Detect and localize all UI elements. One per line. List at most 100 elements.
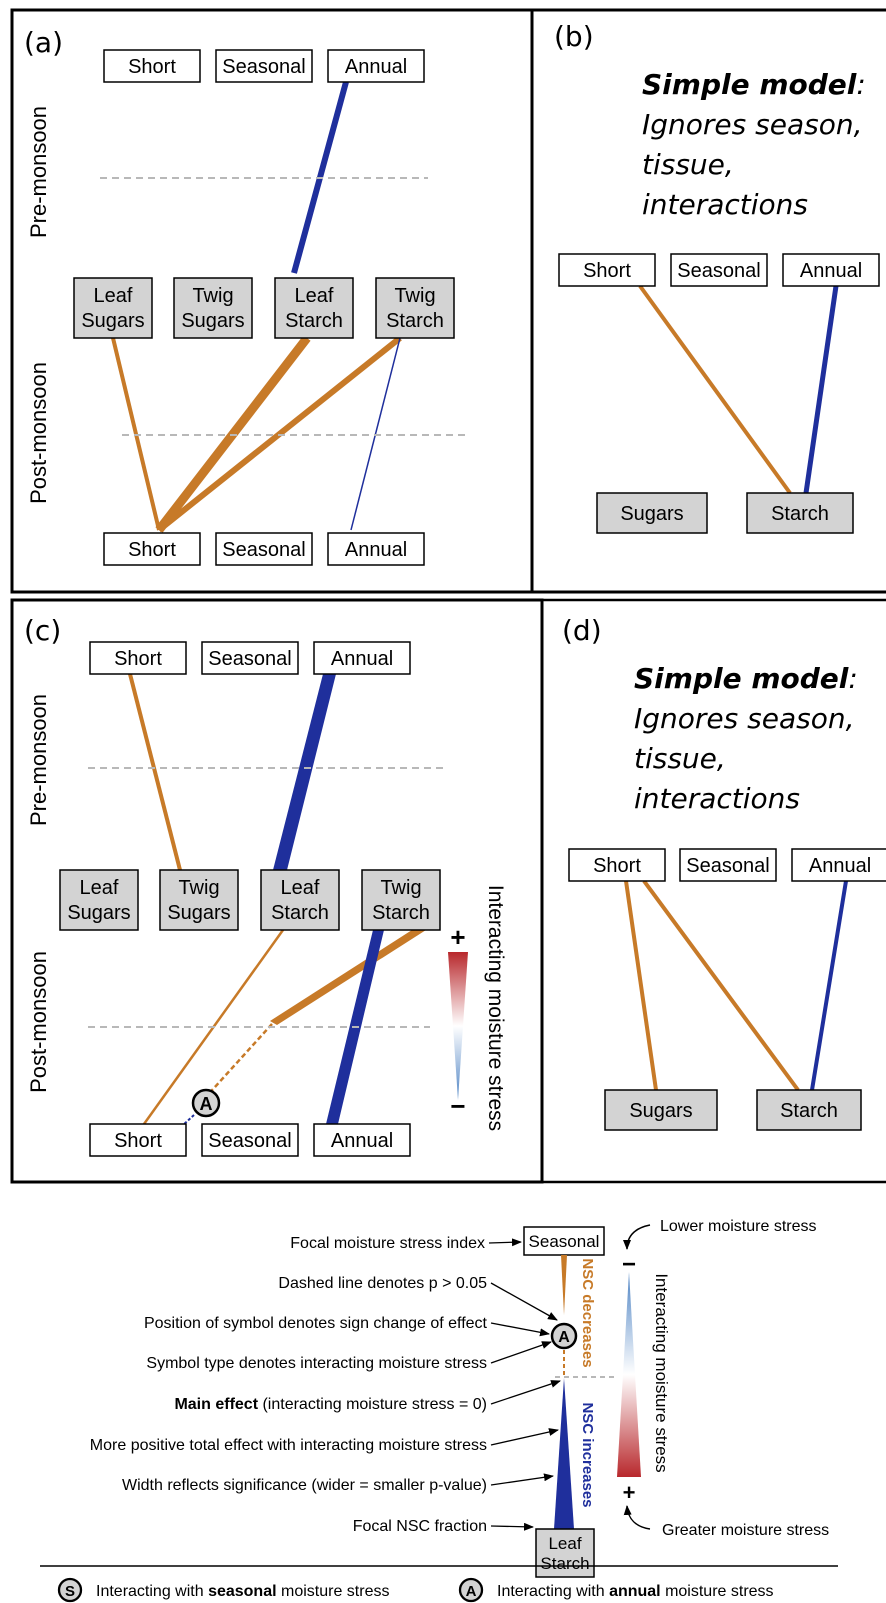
footer-symbol-s-letter: S [65, 1583, 75, 1600]
box-seasonal [670, 253, 768, 287]
panel-c: (c) Pre-monsoon Post-monsoon Short Seaso… [24, 614, 507, 1157]
footer-symbol-a [458, 1577, 484, 1603]
box-leaf-sugars-l2: Sugars [81, 310, 144, 332]
box-leaf-sugars [59, 869, 139, 931]
ann-main-effect: Main effect (interacting moisture stress… [174, 1396, 487, 1413]
box-annual-pre-label: Annual [331, 648, 393, 670]
panel-d: (d) Simple model: Ignores season, tissue… [562, 614, 886, 1131]
premonsoon-label: Pre-monsoon [26, 106, 51, 238]
box-short [568, 848, 666, 882]
panel-b-title: Simple model: [642, 68, 866, 101]
nsc-decreases-label: NSC decreases [579, 1258, 596, 1367]
postmonsoon-label: Post-monsoon [26, 951, 51, 1093]
panel-borders [10, 8, 886, 1184]
box-short-pre [89, 641, 187, 675]
box-seasonal-post [215, 532, 313, 566]
box-seasonal-pre-label: Seasonal [208, 648, 291, 670]
greater-stress-arrow [623, 1505, 651, 1530]
box-seasonal-label: Seasonal [686, 855, 769, 877]
box-twig-starch [375, 277, 455, 339]
ann-symbol-type-arrow [490, 1341, 552, 1364]
ann-dashed-arrow [490, 1282, 558, 1321]
edge-twigstarch-short-solid [270, 930, 426, 1025]
box-annual-label: Annual [800, 260, 862, 282]
scale-minus: − [450, 1091, 465, 1121]
box-leaf-sugars-l1: Leaf [80, 877, 119, 899]
box-short [558, 253, 656, 287]
legend-seasonal-box [523, 1226, 605, 1256]
box-leaf-sugars-l1: Leaf [94, 285, 133, 307]
box-annual-pre-label: Annual [345, 56, 407, 78]
box-twig-starch-l1: Twig [394, 285, 435, 307]
scale-plus: + [450, 922, 465, 952]
box-twig-sugars-l2: Sugars [167, 902, 230, 924]
box-annual-post [327, 532, 425, 566]
box-short-pre [103, 49, 201, 83]
panel-b-line1: Ignores season, [642, 108, 862, 141]
box-leaf-sugars [73, 277, 153, 339]
ann-main-effect-arrow [490, 1380, 561, 1405]
stress-label: Interacting moisture stress [484, 885, 507, 1131]
box-sugars [596, 492, 708, 534]
box-twig-starch-l2: Starch [372, 902, 430, 924]
legend-leaf-starch-l2: Starch [540, 1554, 589, 1573]
legend-leaf-starch-l1: Leaf [548, 1534, 581, 1553]
premonsoon-label: Pre-monsoon [26, 694, 51, 826]
edge-annual-starch [810, 880, 848, 1091]
box-leaf-starch [274, 277, 354, 339]
box-sugars-label: Sugars [620, 503, 683, 525]
legend-symbol-a [550, 1322, 578, 1350]
box-seasonal-pre [201, 641, 299, 675]
box-seasonal-post-label: Seasonal [208, 1130, 291, 1152]
footer-symbol-s [57, 1577, 83, 1603]
ann-focal-nsc-arrow [490, 1522, 534, 1531]
legend-leaf-starch-box [535, 1528, 595, 1578]
panel-b-label: (b) [554, 20, 594, 53]
edge-short-starch [638, 284, 792, 495]
edge-seasonal-short-dashed [181, 1114, 195, 1127]
panel-a-label: (a) [24, 26, 63, 59]
box-twig-sugars-l1: Twig [178, 877, 219, 899]
box-twig-sugars [173, 277, 253, 339]
box-seasonal-label: Seasonal [677, 260, 760, 282]
panel-b-line2: tissue, [642, 148, 734, 181]
box-annual-post-label: Annual [345, 539, 407, 561]
box-sugars [604, 1089, 718, 1131]
box-seasonal-pre-label: Seasonal [222, 56, 305, 78]
box-seasonal-post [201, 1123, 299, 1157]
edge-short-starch [642, 879, 800, 1092]
ann-width-arrow [490, 1473, 554, 1486]
box-twig-sugars-l1: Twig [192, 285, 233, 307]
nsc-increases-label: NSC increases [579, 1402, 596, 1507]
footer-symbol-a-letter: A [466, 1583, 477, 1600]
panel-a: (a) Pre-monsoon Post-monsoon Short Seaso… [24, 26, 468, 566]
box-short-label: Short [583, 260, 631, 282]
ann-dashed: Dashed line denotes p > 0.05 [278, 1275, 487, 1292]
box-seasonal-pre [215, 49, 313, 83]
symbol-a-marker [191, 1088, 221, 1118]
box-leaf-starch-l1: Leaf [295, 285, 334, 307]
ann-more-positive: More positive total effect with interact… [90, 1437, 487, 1454]
stress-gradient-bar [448, 952, 468, 1100]
box-short-label: Short [593, 855, 641, 877]
edge-short-sugars [624, 880, 658, 1091]
legend-orange-taper [561, 1255, 567, 1315]
box-leaf-sugars-l2: Sugars [67, 902, 130, 924]
ann-more-positive-arrow [490, 1428, 559, 1446]
edge-short-twigsugars [128, 673, 182, 871]
footer-legend: S Interacting with seasonal moisture str… [40, 1565, 838, 1603]
ann-width: Width reflects significance (wider = sma… [122, 1477, 487, 1494]
box-twig-sugars-l2: Sugars [181, 310, 244, 332]
ann-focal-index: Focal moisture stress index [290, 1235, 485, 1252]
edge-annual-leafstarch [273, 674, 336, 870]
panel-d-title: Simple model: [634, 662, 858, 695]
box-short-post-label: Short [128, 539, 176, 561]
ann-focal-index-arrow [488, 1238, 522, 1247]
box-leaf-starch [260, 869, 340, 931]
panel-d-line1: Ignores season, [634, 702, 854, 735]
box-sugars-label: Sugars [629, 1100, 692, 1122]
symbol-a-letter: A [200, 1094, 213, 1114]
box-short-pre-label: Short [114, 648, 162, 670]
legend-seasonal-label: Seasonal [529, 1232, 600, 1251]
